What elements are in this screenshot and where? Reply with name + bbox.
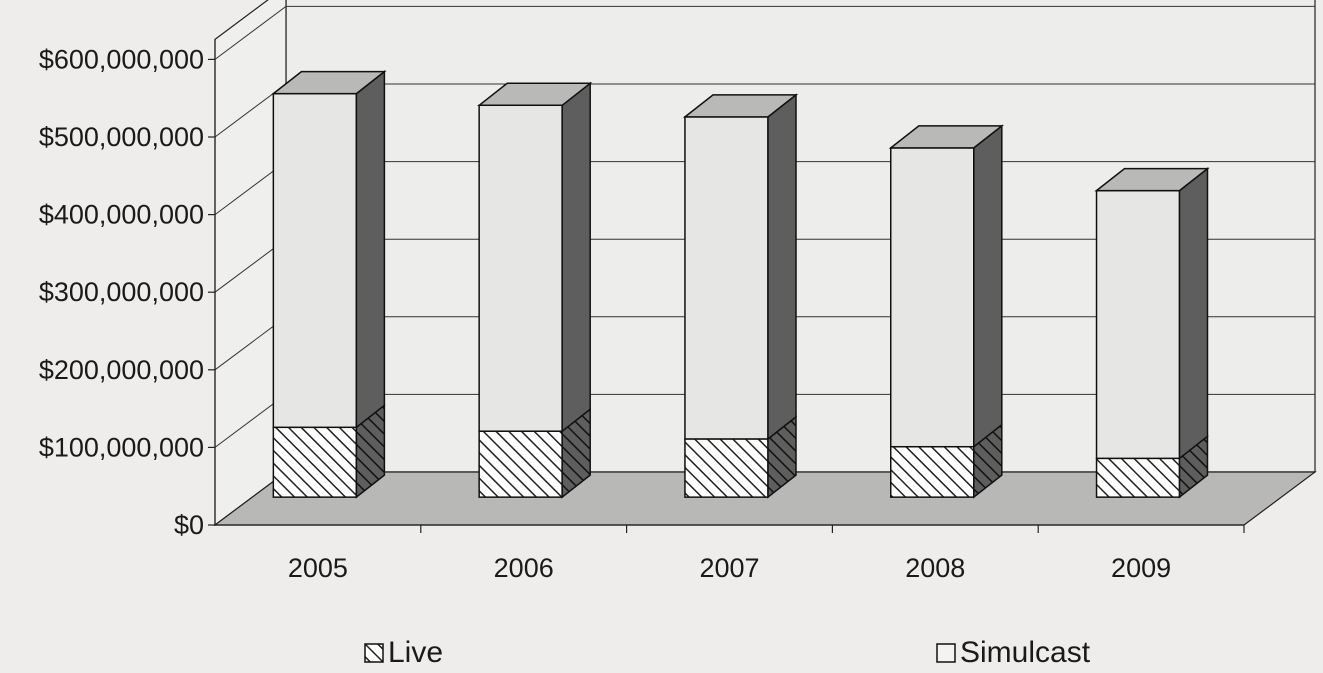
x-tick-label: 2007 xyxy=(699,553,759,583)
x-tick-label: 2008 xyxy=(905,553,965,583)
bar-live-2007 xyxy=(684,438,769,498)
legend: Live Simulcast xyxy=(364,636,1091,669)
gridline xyxy=(214,5,1315,60)
bar-simulcast-2006 xyxy=(478,104,563,432)
bar-simulcast-side-2008 xyxy=(973,124,1003,449)
x-tick-label: 2009 xyxy=(1111,553,1171,583)
bar-live-2006 xyxy=(478,430,563,498)
legend-swatch-0 xyxy=(364,643,384,663)
bar-simulcast-side-2009 xyxy=(1178,167,1209,460)
bar-top-2007 xyxy=(682,94,799,118)
bars xyxy=(271,70,1210,499)
y-tick-label: $500,000,000 xyxy=(39,122,204,152)
legend-label-0: Live xyxy=(388,636,443,669)
bar-live-2008 xyxy=(890,445,975,498)
y-tick-label: $100,000,000 xyxy=(39,432,204,462)
bar-top-2009 xyxy=(1094,167,1210,192)
bar-top-2008 xyxy=(888,125,1004,149)
axes: $0 $100,000,000 $200,000,000 $300,000,000 $4… xyxy=(39,39,1245,583)
bar-simulcast-2007 xyxy=(684,116,769,440)
bar-simulcast-2005 xyxy=(272,92,358,429)
x-tick-label: 2005 xyxy=(288,553,348,583)
legend-swatch-1 xyxy=(936,643,956,663)
legend-label-1: Simulcast xyxy=(960,636,1091,669)
bar-simulcast-2009 xyxy=(1095,189,1181,460)
bar-simulcast-2008 xyxy=(890,147,975,448)
y-tick-label: $400,000,000 xyxy=(39,200,204,230)
bar-simulcast-side-2007 xyxy=(767,93,797,441)
x-tick-label: 2006 xyxy=(494,553,554,583)
bar-simulcast-side-2005 xyxy=(355,70,386,429)
y-tick-label: $600,000,000 xyxy=(39,44,204,74)
bar-live-2005 xyxy=(272,426,358,498)
bar-simulcast-side-2006 xyxy=(561,81,591,433)
bar-top-2006 xyxy=(477,82,593,107)
y-tick-label: $200,000,000 xyxy=(39,355,204,385)
y-tick-label: $300,000,000 xyxy=(39,277,204,307)
bar-top-2005 xyxy=(271,70,387,95)
y-tick-label: $0 xyxy=(174,510,204,540)
bar-live-2009 xyxy=(1095,457,1181,498)
